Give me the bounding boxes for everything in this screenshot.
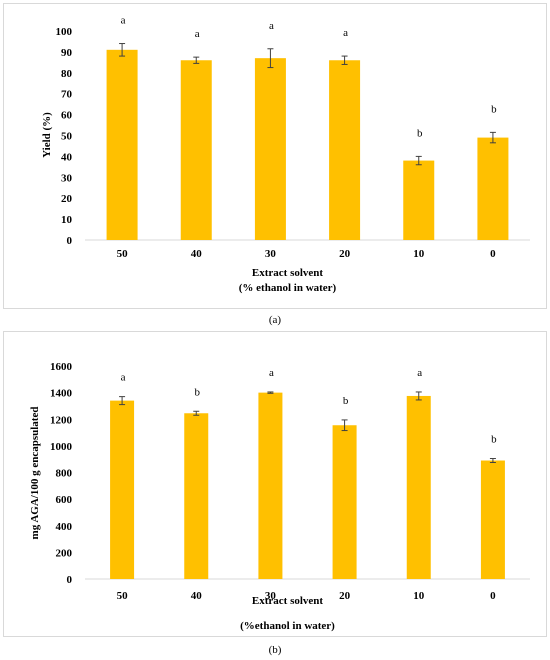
yield-xtick-label: 0 [490, 248, 496, 260]
yield-bar-40 [180, 60, 212, 241]
yield-bar-30 [254, 58, 286, 240]
yield-xtick-label: 30 [265, 248, 277, 260]
aga-bar-10 [406, 395, 431, 579]
yield-bar-10 [403, 160, 435, 240]
aga-significance-letter: b [343, 395, 349, 407]
aga-xtick-label: 20 [339, 590, 351, 602]
aga-significance-letter: a [417, 367, 422, 379]
aga-ytick-label: 800 [56, 468, 73, 480]
yield-xtick-label: 20 [339, 248, 351, 260]
aga-ytick-label: 1600 [50, 361, 73, 373]
yield-xtick-label: 50 [117, 248, 129, 260]
yield-ytick-label: 90 [61, 47, 73, 59]
yield-bar-50 [106, 49, 138, 241]
aga-y-axis-title: mg AGA/100 g encapsulated [29, 407, 41, 540]
aga-bar-30 [258, 392, 283, 579]
aga-ytick-label: 1200 [50, 414, 73, 426]
aga-ytick-label: 1000 [50, 441, 73, 453]
yield-x-axis-title-line2: (% ethanol in water) [239, 282, 337, 294]
yield-ytick-label: 50 [61, 131, 73, 143]
aga-x-axis-title-line2: (%ethanol in water) [240, 620, 335, 632]
aga-significance-letter: a [269, 367, 274, 379]
aga-bar-20 [332, 425, 357, 579]
aga-xtick-label: 0 [490, 590, 496, 602]
caption-b: (b) [268, 644, 282, 656]
aga-xtick-label: 40 [191, 590, 203, 602]
aga-ytick-label: 400 [56, 521, 73, 533]
aga-bar-50 [110, 400, 135, 579]
yield-ytick-label: 80 [61, 68, 73, 80]
yield-y-axis-title: Yield (%) [41, 112, 53, 158]
aga-ytick-label: 0 [67, 574, 73, 586]
aga-bar-40 [184, 413, 209, 579]
yield-xtick-label: 40 [191, 248, 203, 260]
yield-significance-letter: a [269, 20, 274, 32]
yield-ytick-label: 60 [61, 110, 73, 122]
aga-xtick-label: 10 [413, 590, 425, 602]
yield-ytick-label: 10 [61, 214, 73, 226]
yield-significance-letter: b [491, 103, 497, 115]
yield-significance-letter: a [343, 27, 348, 39]
yield-significance-letter: a [195, 28, 200, 40]
aga-ytick-label: 600 [56, 494, 73, 506]
caption-a: (a) [268, 314, 282, 326]
aga-significance-letter: b [195, 386, 201, 398]
yield-x-axis-title-line1: Extract solvent [252, 267, 324, 279]
aga-x-axis-title-line1: Extract solvent [252, 595, 324, 607]
aga-bar-0 [480, 460, 505, 579]
yield-ytick-label: 100 [56, 26, 73, 38]
yield-bar-0 [477, 137, 509, 240]
yield-ytick-label: 0 [67, 235, 73, 247]
yield-bar-20 [329, 60, 361, 241]
yield-ytick-label: 20 [61, 193, 73, 205]
yield-ytick-label: 30 [61, 172, 73, 184]
yield-significance-letter: a [121, 15, 126, 27]
aga-significance-letter: a [121, 372, 126, 384]
aga-ytick-label: 200 [56, 547, 73, 559]
aga-xtick-label: 30 [265, 590, 277, 602]
aga-ytick-label: 1400 [50, 388, 73, 400]
yield-ytick-label: 70 [61, 89, 73, 101]
aga-xtick-label: 50 [117, 590, 129, 602]
aga-significance-letter: b [491, 434, 497, 446]
yield-significance-letter: b [417, 127, 423, 139]
yield-ytick-label: 40 [61, 151, 73, 163]
yield-xtick-label: 10 [413, 248, 425, 260]
